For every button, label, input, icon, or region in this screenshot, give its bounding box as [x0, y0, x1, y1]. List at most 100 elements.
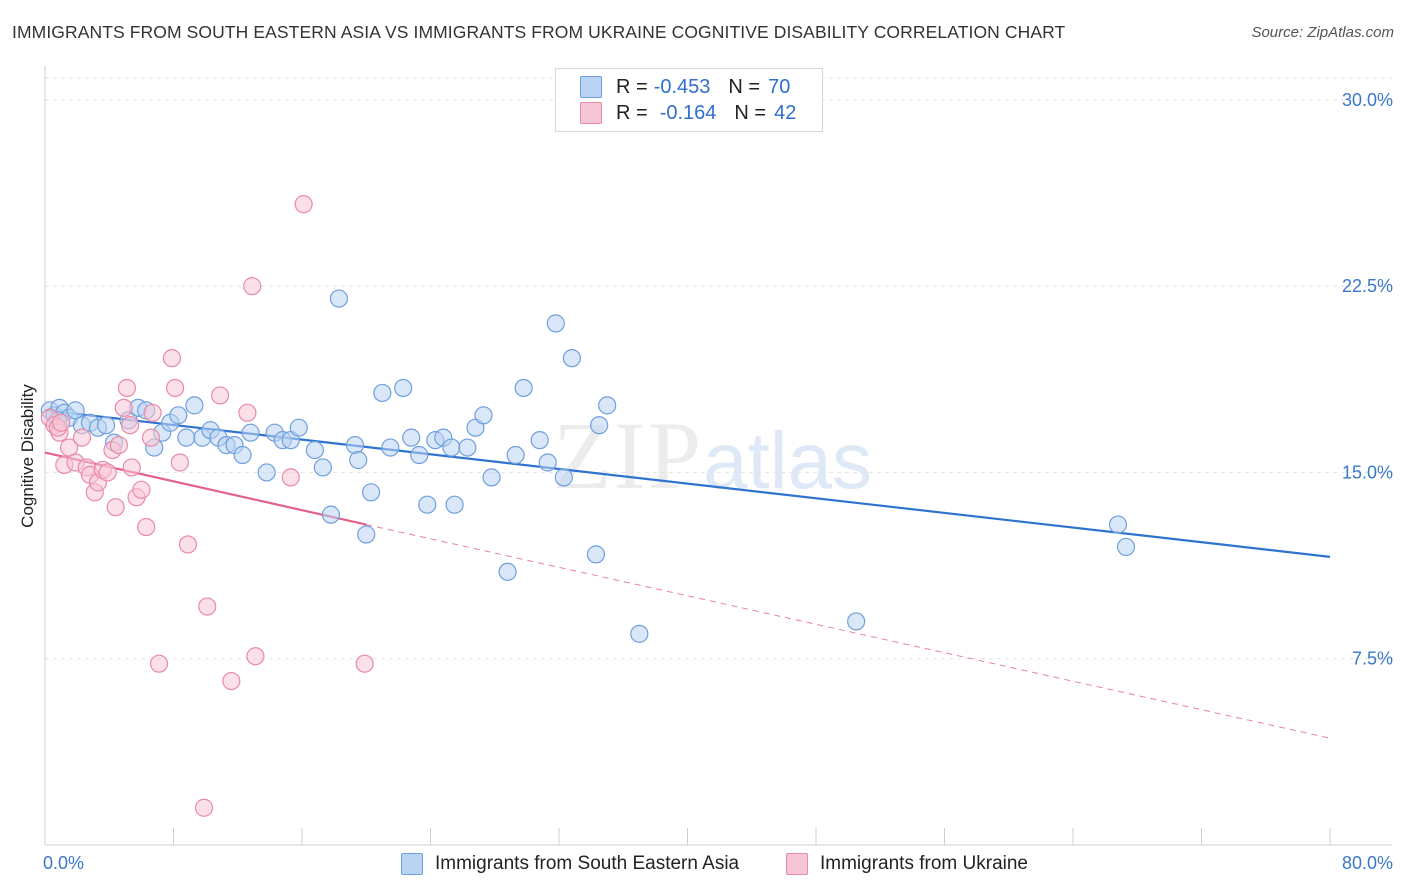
bottom-legend-swatch-sea — [401, 853, 423, 875]
data-point-ukraine — [114, 398, 133, 417]
bottom-legend-swatch-ukraine — [786, 853, 808, 875]
data-point-sea — [546, 314, 565, 333]
data-point-sea — [530, 431, 549, 450]
data-point-sea — [474, 406, 493, 425]
data-point-sea — [381, 438, 400, 457]
data-point-sea — [361, 483, 381, 502]
data-point-ukraine — [194, 798, 214, 817]
data-points — [40, 195, 1136, 817]
data-point-ukraine — [178, 535, 198, 554]
legend-r-value: -0.164 — [659, 101, 717, 124]
data-point-ukraine — [121, 416, 140, 435]
data-point-sea — [410, 445, 429, 465]
data-point-ukraine — [143, 403, 162, 422]
watermark-zip: ZIP — [553, 402, 703, 509]
trend-line-ukraine-dashed — [366, 524, 1331, 739]
bottom-legend-label-sea: Immigrants from South Eastern Asia — [435, 853, 740, 874]
data-point-sea — [177, 428, 196, 447]
data-point-sea — [1116, 537, 1136, 557]
data-point-sea — [418, 495, 437, 514]
data-point-ukraine — [106, 498, 125, 517]
legend-n-value: 42 — [774, 101, 797, 124]
bottom-legend-label-ukraine: Immigrants from Ukraine — [820, 853, 1028, 874]
data-point-sea — [498, 562, 517, 581]
trend-line-sea — [44, 409, 1331, 558]
legend-n-label: N = — [728, 75, 761, 98]
data-point-sea — [373, 383, 392, 403]
data-point-ukraine — [72, 428, 92, 447]
data-point-ukraine — [170, 453, 190, 472]
data-point-sea — [442, 438, 461, 457]
y-tick-label: 30.0% — [1342, 90, 1393, 110]
legend-n-value: 70 — [768, 75, 791, 98]
data-point-sea — [394, 378, 413, 398]
data-point-sea — [313, 458, 332, 477]
axes — [44, 66, 1392, 846]
data-point-sea — [96, 416, 116, 435]
data-point-ukraine — [132, 480, 151, 499]
data-point-sea — [538, 453, 557, 472]
data-point-ukraine — [141, 428, 161, 447]
data-point-ukraine — [149, 654, 169, 673]
y-axis-title: Cognitive Disability — [18, 384, 37, 528]
data-point-sea — [241, 423, 260, 442]
data-point-ukraine — [238, 403, 257, 422]
data-point-sea — [349, 450, 368, 470]
y-tick-label: 22.5% — [1342, 276, 1393, 296]
data-point-ukraine — [294, 195, 313, 214]
legend-r-label: R = — [616, 75, 648, 98]
data-point-sea — [562, 349, 581, 368]
data-point-sea — [169, 406, 188, 425]
data-point-sea — [185, 396, 204, 415]
data-point-ukraine — [210, 386, 230, 405]
legend-r-label: R = — [616, 101, 648, 124]
data-point-ukraine — [246, 647, 265, 666]
y-tick-label: 15.0% — [1342, 462, 1393, 482]
data-point-sea — [329, 289, 349, 308]
data-point-ukraine — [117, 378, 137, 398]
data-point-ukraine — [162, 349, 181, 368]
data-point-ukraine — [222, 671, 241, 691]
legend-swatch-ukraine — [580, 102, 602, 124]
bottom-legend-ukraine: Immigrants from Ukraine — [786, 851, 1028, 877]
data-point-sea — [289, 418, 308, 437]
data-point-ukraine — [355, 654, 374, 673]
data-point-sea — [598, 396, 617, 415]
watermark-atlas: atlas — [703, 416, 872, 505]
stats-legend: R = -0.453 N = 70 R = -0.164 N = 42 — [555, 68, 823, 132]
legend-r-value: -0.453 — [653, 75, 711, 98]
legend-n-label: N = — [734, 101, 767, 124]
data-point-sea — [482, 468, 501, 487]
grid-lines — [45, 77, 1392, 660]
data-point-ukraine — [198, 597, 217, 616]
data-point-sea — [257, 463, 276, 482]
data-point-ukraine — [243, 277, 262, 296]
data-point-ukraine — [51, 413, 71, 432]
x-tick-label: 0.0% — [43, 853, 84, 873]
data-point-sea — [233, 445, 252, 465]
watermark: ZIPatlas — [553, 400, 872, 511]
data-point-sea — [630, 624, 649, 643]
tick-labels: 7.5% 15.0% 22.5% 30.0% 0.0% 80.0% — [43, 90, 1393, 873]
data-point-sea — [590, 416, 609, 435]
bottom-legend-sea: Immigrants from South Eastern Asia — [401, 851, 739, 877]
source-label: Source: ZipAtlas.com — [1251, 24, 1394, 41]
data-point-sea — [357, 525, 376, 544]
data-point-ukraine — [166, 378, 185, 398]
chart-title: IMMIGRANTS FROM SOUTH EASTERN ASIA VS IM… — [12, 22, 1066, 42]
data-point-sea — [1108, 515, 1128, 534]
data-point-ukraine — [137, 517, 156, 537]
legend-row-ukraine: R = -0.164 N = 42 — [580, 100, 796, 126]
data-point-sea — [554, 468, 573, 487]
data-point-sea — [345, 435, 365, 455]
x-tick-label: 80.0% — [1342, 853, 1393, 873]
data-point-sea — [321, 505, 341, 524]
data-point-sea — [506, 445, 525, 465]
data-point-sea — [514, 378, 533, 398]
data-point-sea — [445, 495, 464, 514]
data-point-sea — [586, 545, 606, 564]
data-point-ukraine — [109, 435, 128, 455]
y-tick-label: 7.5% — [1352, 649, 1393, 669]
data-point-sea — [402, 428, 421, 447]
